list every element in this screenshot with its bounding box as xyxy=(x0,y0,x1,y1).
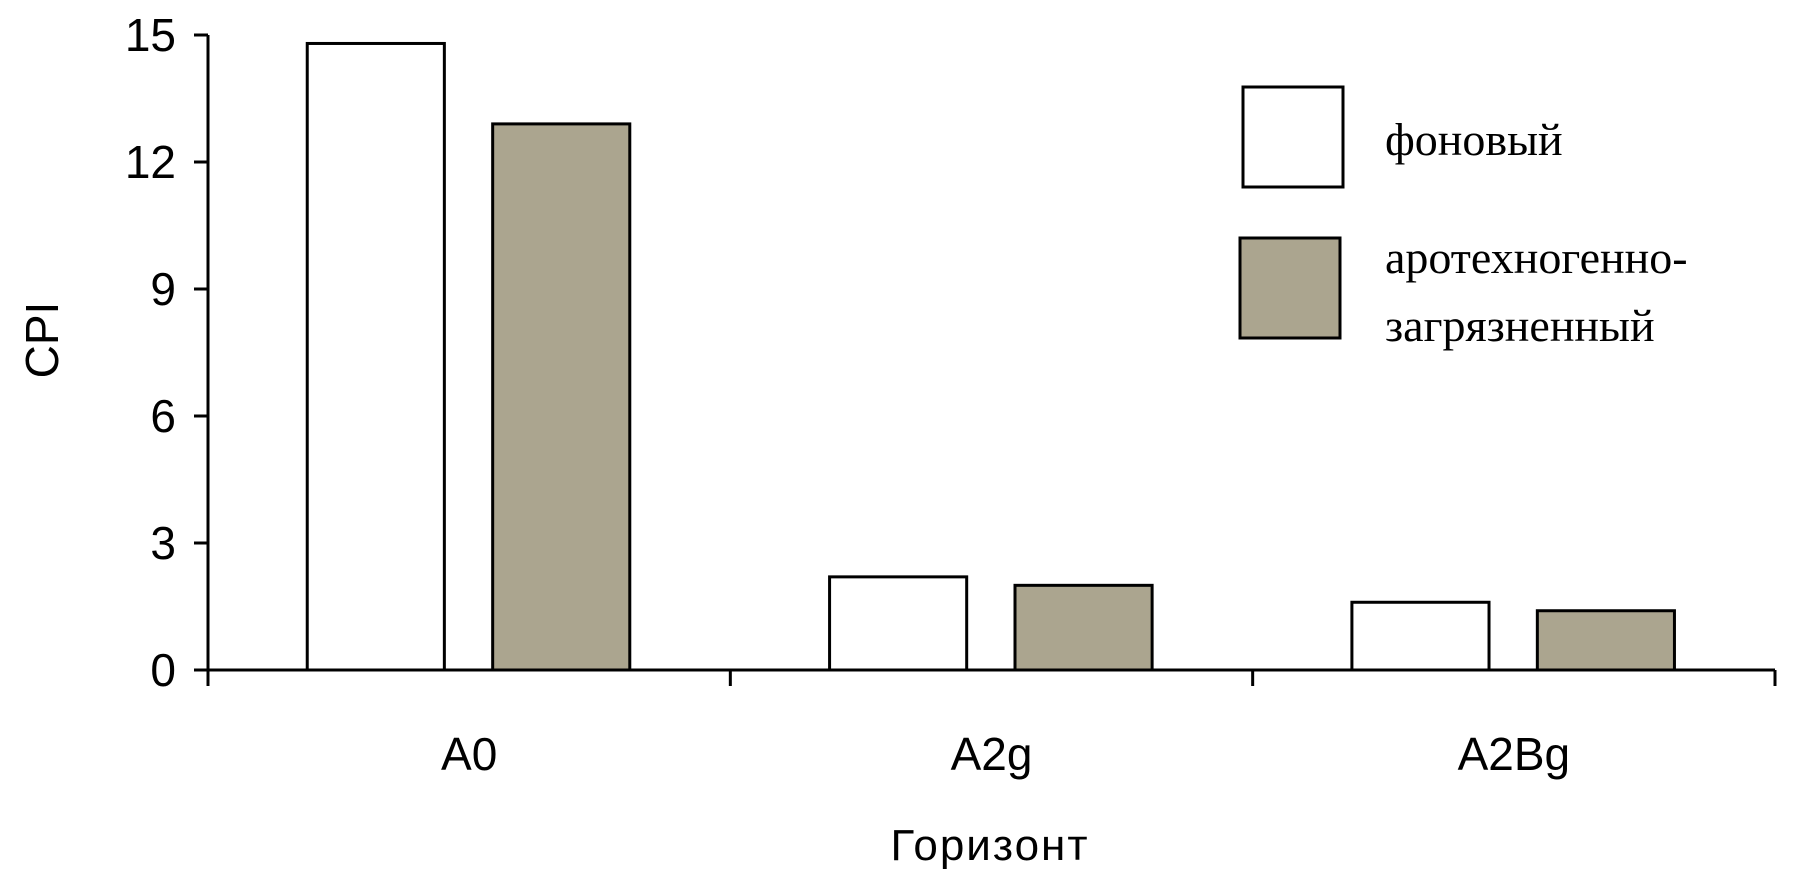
bar-polluted-A2Bg xyxy=(1535,609,1676,672)
bar-polluted-A2g xyxy=(1013,583,1154,672)
y-tick-label: 9 xyxy=(150,263,176,315)
y-tick-label: 3 xyxy=(150,517,176,569)
bar-polluted-A0 xyxy=(491,122,632,672)
y-tick-label: 0 xyxy=(150,644,176,696)
legend-swatch-polluted xyxy=(1238,236,1342,340)
legend-label-polluted: аротехногенно-загрязненный xyxy=(1385,232,1688,351)
legend-label-background: фоновый xyxy=(1385,114,1563,165)
y-axis-ticks: 0 3 6 9 12 15 xyxy=(125,9,208,696)
bars xyxy=(305,41,1676,672)
bar-background-A2Bg xyxy=(1350,600,1491,672)
plot-area: 0 3 6 9 12 15 A0 A2g A2Bg xyxy=(125,9,1777,780)
y-tick-label: 15 xyxy=(125,9,176,61)
legend-swatch-background xyxy=(1241,85,1345,189)
y-tick-label: 12 xyxy=(125,136,176,188)
y-tick-label: 6 xyxy=(150,390,176,442)
x-tick-label: A0 xyxy=(441,728,497,780)
x-tick-label: A2Bg xyxy=(1458,728,1571,780)
x-axis-ticks: A0 A2g A2Bg xyxy=(206,670,1777,780)
y-axis-title: CPI xyxy=(16,302,68,379)
legend: фоновый аротехногенно-загрязненный xyxy=(1238,85,1688,351)
bar-background-A0 xyxy=(305,41,446,672)
x-tick-label: A2g xyxy=(951,728,1033,780)
bar-background-A2g xyxy=(828,575,969,672)
x-axis-title: Горизонт xyxy=(890,821,1089,870)
